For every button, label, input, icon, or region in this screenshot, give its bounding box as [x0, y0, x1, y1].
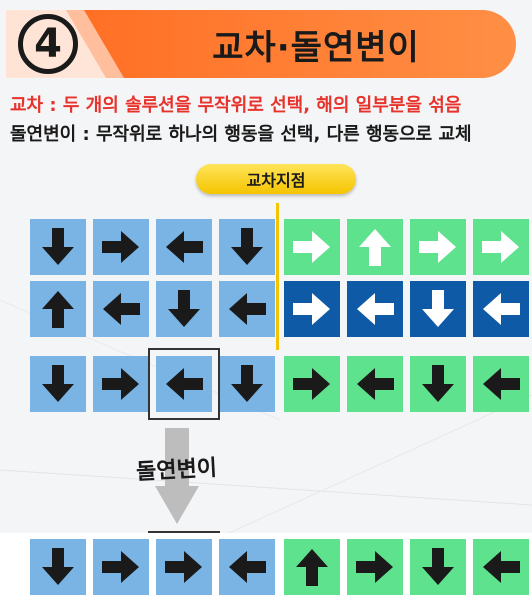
tile-parent-1-6: [347, 219, 403, 275]
selected-gene-box: [148, 348, 220, 420]
arrow-right-icon: [165, 551, 202, 583]
arrow-right-icon: [102, 368, 139, 400]
crossover-definition: 교차 : 두 개의 솔루션을 무작위로 선택, 해의 일부분을 섞음: [10, 95, 462, 116]
tile-mutated-child-5: [284, 539, 340, 595]
tile-child-5: [284, 356, 340, 412]
tile-parent-2-1: [30, 281, 86, 337]
tile-parent-2-5: [284, 281, 340, 337]
arrow-left-icon: [357, 368, 394, 400]
arrow-right-icon: [482, 231, 519, 263]
arrow-right-icon: [293, 231, 330, 263]
arrow-left-icon: [166, 231, 203, 263]
arrow-left-icon: [357, 293, 394, 325]
arrow-left-icon: [166, 368, 203, 400]
arrow-left-icon: [103, 293, 140, 325]
tile-parent-1-7: [410, 219, 466, 275]
arrow-left-icon: [483, 368, 520, 400]
tile-mutated-child-6: [347, 539, 403, 595]
arrow-down-icon: [42, 365, 74, 402]
arrow-right-icon: [356, 551, 393, 583]
tile-parent-2-8: [473, 281, 529, 337]
page-title: 교차·돌연변이: [212, 27, 420, 68]
step-number-badge: 4: [18, 14, 78, 74]
arrow-down-icon: [422, 548, 454, 585]
tile-parent-2-4: [219, 281, 275, 337]
step-number: 4: [34, 21, 62, 67]
arrow-down-icon: [422, 290, 454, 327]
mutation-label: 돌연변이: [135, 455, 218, 486]
tile-mutated-child-7: [410, 539, 466, 595]
arrow-right-icon: [419, 231, 456, 263]
tile-child-4: [219, 356, 275, 412]
tile-parent-1-2: [93, 219, 149, 275]
tile-child-6: [347, 356, 403, 412]
tile-child-3: [156, 356, 212, 412]
arrow-down-icon: [168, 290, 200, 327]
tile-parent-1-5: [284, 219, 340, 275]
mutation-definition: 돌연변이 : 무작위로 하나의 행동을 선택, 다른 행동으로 교체: [10, 124, 472, 145]
tile-child-8: [473, 356, 529, 412]
tile-mutated-child-1: [30, 539, 86, 595]
arrow-left-icon: [229, 293, 266, 325]
tile-mutated-child-4: [219, 539, 275, 595]
arrow-down-icon: [422, 365, 454, 402]
tile-mutated-child-2: [93, 539, 149, 595]
arrow-right-icon: [102, 551, 139, 583]
tile-child-2: [93, 356, 149, 412]
arrow-right-icon: [293, 293, 330, 325]
arrow-left-icon: [229, 551, 266, 583]
arrow-up-icon: [296, 549, 328, 586]
arrow-up-icon: [42, 291, 74, 328]
tile-mutated-child-8: [473, 539, 529, 595]
tile-parent-1-4: [219, 219, 275, 275]
arrow-down-icon: [42, 228, 74, 265]
arrow-right-icon: [102, 231, 139, 263]
mutation-down-arrow: [155, 428, 199, 524]
arrow-down-icon: [231, 365, 263, 402]
tile-parent-2-6: [347, 281, 403, 337]
tile-parent-2-7: [410, 281, 466, 337]
header-banner: 4 교차·돌연변이: [6, 10, 516, 78]
arrow-down-icon: [42, 548, 74, 585]
arrow-left-icon: [483, 293, 520, 325]
tile-parent-2-2: [93, 281, 149, 337]
arrow-down-icon: [231, 228, 263, 265]
arrow-up-icon: [359, 229, 391, 266]
tile-parent-1-3: [156, 219, 212, 275]
tile-parent-2-3: [156, 281, 212, 337]
arrow-right-icon: [293, 368, 330, 400]
tile-mutated-child-3: [156, 539, 212, 595]
crossover-point-divider: [276, 203, 279, 350]
tile-child-1: [30, 356, 86, 412]
tile-child-7: [410, 356, 466, 412]
arrow-left-icon: [483, 551, 520, 583]
crossover-point-label: 교차지점: [196, 164, 356, 194]
tile-parent-1-8: [473, 219, 529, 275]
tile-parent-1-1: [30, 219, 86, 275]
